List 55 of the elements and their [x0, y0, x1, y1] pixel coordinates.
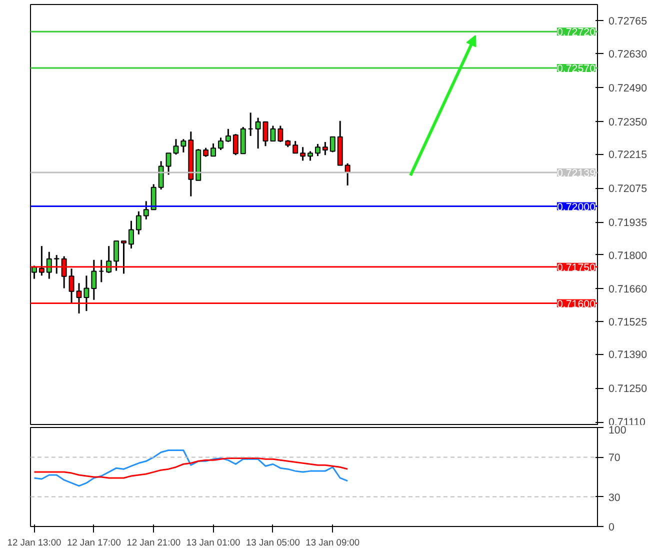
y-tick-label: 0: [608, 522, 614, 534]
y-tick-label: 0.71800: [608, 250, 648, 262]
candlestick: [255, 117, 261, 150]
candlestick: [180, 138, 186, 154]
candlestick: [114, 240, 120, 272]
y-tick-label: 30: [608, 492, 620, 504]
candlestick: [210, 142, 216, 157]
ref-line-label: 0.71750: [556, 262, 596, 274]
y-tick-label: 0.72350: [608, 116, 648, 128]
x-tick-label: 12 Jan 21:00: [126, 538, 181, 548]
candlestick: [173, 138, 179, 156]
candlestick: [225, 128, 231, 143]
y-tick-label: 0.71935: [608, 217, 648, 230]
x-tick-label: 13 Jan 01:00: [186, 538, 240, 548]
y-tick-label: 0.72215: [608, 149, 648, 162]
x-tick-label: 12 Jan 13:00: [7, 538, 62, 548]
candlestick: [84, 274, 90, 312]
y-tick-label: 0.72075: [608, 183, 648, 196]
candlestick: [143, 200, 149, 220]
candlestick: [322, 141, 328, 156]
candlestick: [270, 125, 276, 142]
y-tick-label: 0.71390: [608, 349, 648, 362]
y-tick-label: 100: [608, 424, 626, 436]
y-tick-label: 0.72630: [608, 48, 648, 60]
y-tick-label: 0.72765: [608, 16, 648, 28]
candlestick: [54, 254, 60, 274]
candlestick: [166, 152, 172, 176]
ref-line-label: 0.72139: [556, 168, 596, 180]
ref-line-label: 0.71600: [556, 298, 596, 310]
x-tick-label: 12 Jan 17:00: [66, 538, 121, 548]
y-tick-label: 0.71525: [608, 316, 648, 328]
y-tick-label: 0.71660: [608, 284, 648, 296]
candlestick: [330, 136, 336, 153]
candlestick: [218, 136, 224, 151]
x-tick-label: 13 Jan 09:00: [306, 538, 360, 548]
y-tick-label: 0.71250: [608, 383, 648, 396]
candlestick: [300, 146, 306, 162]
candlestick: [150, 183, 156, 210]
y-tick-label: 0.72490: [608, 82, 648, 94]
candlestick: [91, 259, 97, 301]
candlestick: [262, 121, 268, 147]
line-series: [33, 457, 348, 479]
ref-line-label: 0.72570: [556, 63, 596, 76]
ref-line-label: 0.72000: [556, 201, 596, 214]
line-series: [33, 450, 348, 487]
candlestick: [292, 140, 298, 154]
candlestick: [314, 143, 320, 157]
candlestick: [158, 160, 164, 190]
candlestick: [128, 220, 134, 250]
candlestick: [232, 133, 238, 156]
x-tick-label: 13 Jan 05:00: [246, 538, 300, 548]
candlestick: [278, 125, 284, 143]
y-tick-label: 70: [608, 452, 620, 464]
candlestick: [308, 150, 314, 162]
candlestick: [136, 210, 142, 236]
